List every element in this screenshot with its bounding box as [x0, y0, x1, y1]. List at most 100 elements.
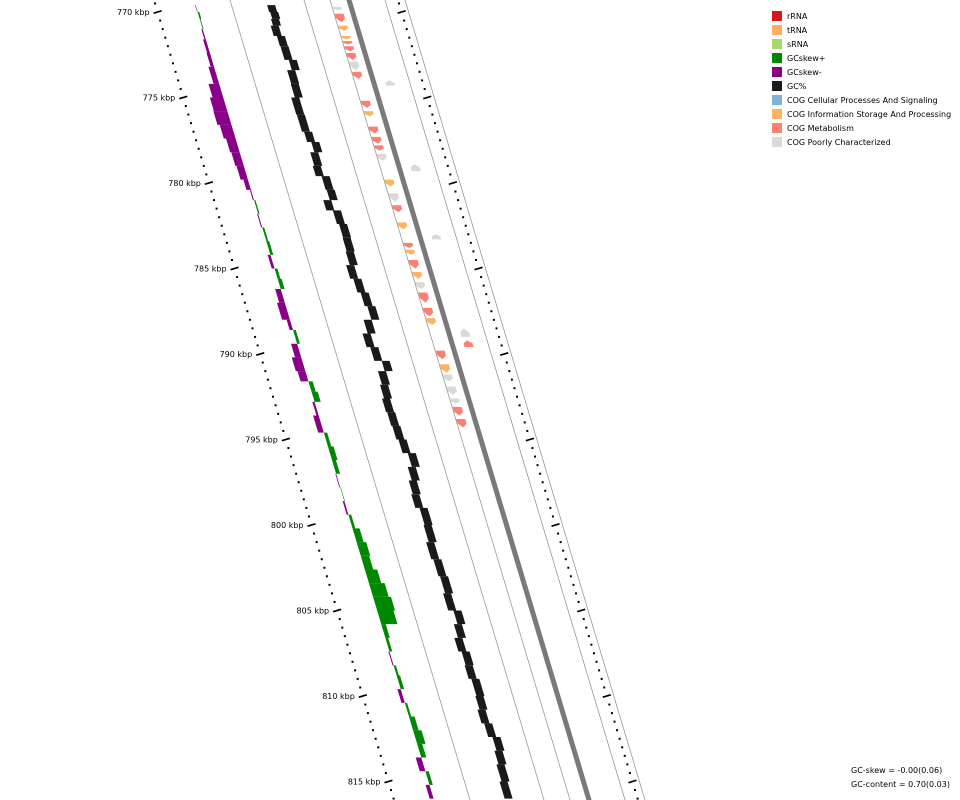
minor-tick [228, 250, 231, 253]
legend-swatch [772, 95, 782, 105]
legend-item: COG Metabolism [772, 121, 951, 135]
backbone-line [346, 0, 592, 800]
outer-minor-tick [572, 583, 575, 586]
gc-skew-negative-bar [226, 138, 240, 153]
legend-swatch [772, 81, 782, 91]
gc-content-bar [484, 723, 497, 738]
outer-minor-tick [541, 481, 544, 484]
outer-minor-tick [618, 737, 621, 740]
minor-tick [390, 789, 393, 792]
stats-panel: GC-skew = -0.00(0.06) GC-content = 0.70(… [851, 766, 950, 794]
outer-minor-tick [418, 70, 421, 73]
feature-metab [342, 41, 353, 45]
gc-content-bar [387, 412, 400, 426]
minor-tick [372, 729, 375, 732]
major-tick [281, 437, 291, 442]
gc-skew-negative-bar [249, 189, 255, 201]
gc-skew-positive-bar [197, 12, 202, 19]
minor-tick [279, 421, 282, 424]
major-tick [384, 779, 393, 784]
minor-tick [289, 455, 292, 458]
gc-skew-positive-bar [425, 771, 433, 785]
feature-metab [452, 407, 464, 416]
feature-metab [344, 46, 355, 52]
gc-content-bar [332, 210, 345, 225]
outer-minor-tick [585, 626, 588, 629]
minor-tick [346, 643, 349, 646]
outer-minor-tick [457, 199, 460, 202]
legend-label: rRNA [787, 11, 808, 21]
outer-major-tick [499, 352, 509, 356]
gc-content-bar [321, 176, 334, 190]
legend-swatch [772, 25, 782, 35]
outer-minor-tick [454, 190, 457, 193]
outer-minor-tick [405, 28, 408, 31]
gc-skew-negative-bar [267, 254, 275, 269]
outer-minor-tick [613, 720, 616, 723]
feature-info [405, 249, 416, 255]
gc-content-bar [287, 70, 300, 84]
gc-content-bar [392, 425, 405, 440]
outer-minor-tick [485, 293, 488, 296]
major-tick [307, 523, 316, 527]
feature-metab [456, 418, 467, 428]
gc-skew-positive-bar [404, 702, 412, 717]
outer-minor-tick [564, 558, 567, 561]
feature-info [338, 25, 349, 31]
minor-tick [251, 327, 254, 330]
feature-poor [431, 234, 442, 240]
minor-tick [307, 515, 310, 518]
gc-skew-negative-bar [208, 66, 220, 84]
feature-metab [371, 136, 382, 144]
outer-minor-tick [505, 361, 508, 364]
major-tick [255, 352, 265, 356]
gc-skew-negative-bar [291, 357, 306, 372]
minor-tick [184, 105, 187, 108]
outer-minor-tick [610, 712, 613, 715]
outer-major-tick [448, 181, 458, 185]
gc-skew-positive-bar [368, 583, 389, 597]
gc-content-bar [494, 750, 507, 765]
outer-minor-tick [474, 258, 477, 261]
minor-tick [300, 489, 303, 492]
gc-skew-positive-bar [274, 268, 281, 279]
gc-content-bar [381, 360, 393, 372]
legend-item: sRNA [772, 37, 951, 51]
gc-skew-positive-bar [352, 528, 364, 543]
gc-skew-negative-bar [275, 289, 285, 303]
outer-minor-tick [449, 173, 452, 176]
minor-tick [179, 87, 182, 90]
minor-tick [343, 635, 346, 638]
legend-item: COG Poorly Characterized [772, 135, 951, 149]
gc-skew-negative-bar [388, 651, 394, 666]
outer-minor-tick [480, 276, 483, 279]
minor-tick [287, 447, 290, 450]
legend: rRNA tRNA sRNA GCskew+ GCskew- GC% COG Cellula… [772, 9, 951, 149]
outer-minor-tick [536, 464, 539, 467]
outer-minor-tick [549, 506, 552, 509]
gc-content-bar [362, 333, 375, 348]
minor-tick [364, 703, 367, 706]
outer-minor-tick [567, 566, 570, 569]
minor-tick [359, 686, 362, 689]
tick-label: 770 kbp [117, 8, 150, 17]
gc-skew-negative-bar [290, 343, 302, 358]
outer-minor-tick [595, 660, 598, 663]
legend-swatch [772, 11, 782, 21]
outer-minor-tick [487, 301, 490, 304]
gc-skew-positive-bar [277, 278, 285, 290]
minor-tick [354, 669, 357, 672]
minor-tick [382, 763, 385, 766]
feature-poor [442, 374, 453, 382]
minor-tick [195, 139, 198, 142]
gc-content-bar [379, 384, 393, 399]
gc-content-bar [477, 709, 490, 724]
outer-minor-tick [636, 797, 639, 800]
minor-tick [159, 19, 162, 22]
legend-label: COG Poorly Characterized [787, 137, 891, 147]
outer-minor-tick [495, 327, 498, 330]
feature-info [412, 271, 423, 279]
outer-minor-tick [472, 250, 475, 253]
minor-tick [292, 464, 295, 467]
minor-tick [264, 370, 267, 373]
